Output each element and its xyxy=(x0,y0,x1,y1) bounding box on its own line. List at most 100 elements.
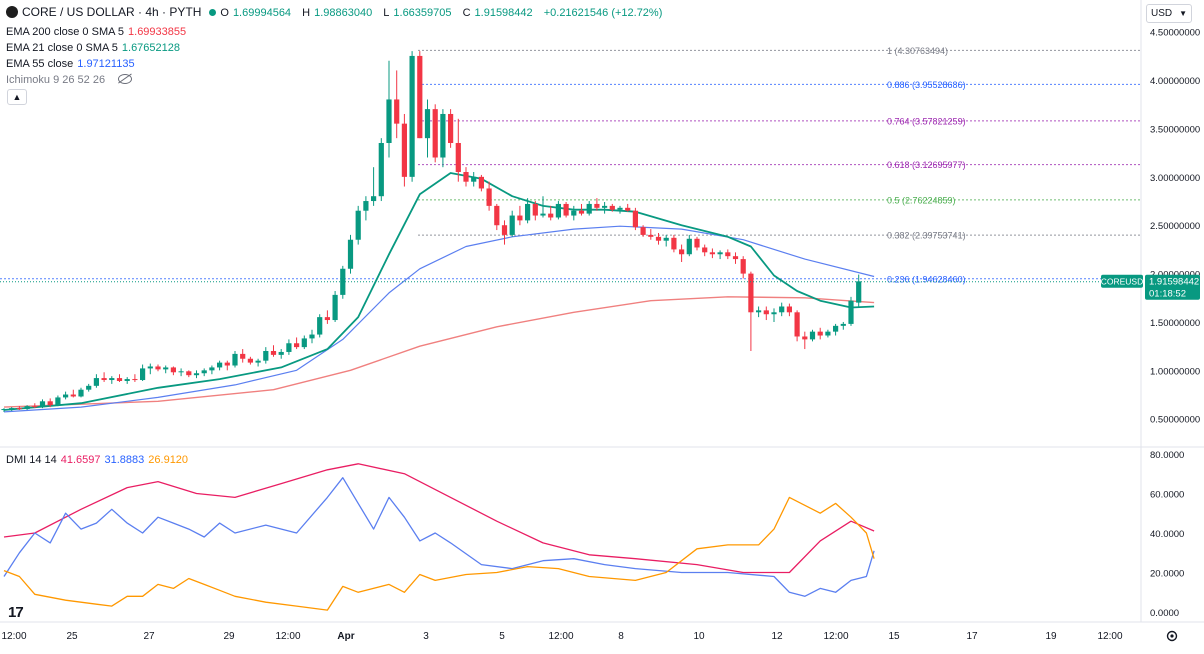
time-tick-label: 5 xyxy=(499,631,505,642)
candle-body xyxy=(232,353,238,366)
ohlc-h: H 1.98863040 xyxy=(302,7,373,19)
candle-body xyxy=(294,343,300,348)
price-tag xyxy=(1145,274,1200,300)
candle-body xyxy=(802,336,808,340)
candle-body xyxy=(671,237,677,250)
candle-body xyxy=(771,312,777,315)
price-tick-label: 4.00000000 xyxy=(1150,76,1200,87)
candle-body xyxy=(116,378,123,381)
time-tick-label: 10 xyxy=(693,631,705,642)
candle-body xyxy=(363,201,369,211)
candle-body xyxy=(278,351,284,355)
symbol-title[interactable]: CORE / US DOLLAR · 4h · PYTH xyxy=(22,5,202,19)
time-tick-label: Apr xyxy=(337,631,354,642)
candle-body xyxy=(240,353,246,359)
candle-body xyxy=(124,379,130,381)
price-tick-label: 1.50000000 xyxy=(1150,318,1200,329)
candle-body xyxy=(494,205,500,226)
fib-level-label: 0.236 (1.94628460) xyxy=(887,274,966,284)
candle-body xyxy=(501,225,508,235)
candle-body xyxy=(609,205,615,210)
ema200-legend[interactable]: EMA 200 close 0 SMA 5 1.69933855 xyxy=(6,26,187,38)
ohlc-l: L 1.66359705 xyxy=(383,7,452,19)
candle-body xyxy=(324,317,330,321)
ohlc-o: O 1.69994564 xyxy=(220,7,292,19)
candle-body xyxy=(740,259,746,274)
time-tick-label: 12:00 xyxy=(1097,631,1122,642)
dmi-legend[interactable]: DMI 14 14 41.6597 31.8883 26.9120 xyxy=(6,454,189,466)
symbol-tag-label: COREUSD xyxy=(1101,277,1144,287)
candle-body xyxy=(594,203,600,208)
candle-body xyxy=(317,317,323,335)
candle-body xyxy=(47,401,53,406)
candle-body xyxy=(779,306,785,313)
ema55-legend[interactable]: EMA 55 close 1.97121135 xyxy=(6,58,135,70)
candle-body xyxy=(140,368,146,381)
candle-body xyxy=(825,331,831,336)
candle-body xyxy=(224,362,230,366)
hidden-eye-icon[interactable] xyxy=(118,74,133,84)
dmi-tick-label: 0.0000 xyxy=(1150,608,1179,619)
candle-body xyxy=(193,373,200,376)
candle-body xyxy=(856,281,862,303)
candle-body xyxy=(170,367,176,373)
candle-body xyxy=(702,247,708,253)
candle-body xyxy=(517,215,523,221)
grid xyxy=(0,0,1204,623)
chevron-down-icon: ▼ xyxy=(1179,9,1187,18)
gear-icon[interactable] xyxy=(1165,629,1179,643)
candle-body xyxy=(648,234,654,237)
candle-body xyxy=(332,294,338,321)
price-tick-label: 3.00000000 xyxy=(1150,173,1200,184)
candle-body xyxy=(1,409,7,411)
tradingview-logo-icon[interactable]: 17 xyxy=(8,604,24,621)
candle-body xyxy=(32,406,38,408)
candle-body xyxy=(809,331,816,340)
fib-level-label: 0.382 (2.39753741) xyxy=(887,231,966,241)
candle-body xyxy=(632,210,638,228)
symbol-legend: CORE / US DOLLAR · 4h · PYTH O 1.69994564 … xyxy=(6,5,666,20)
candle-body xyxy=(786,306,792,313)
candle-body xyxy=(756,310,762,313)
time-tick-label: 17 xyxy=(966,631,978,642)
candle-body xyxy=(63,394,69,398)
fib-level-label: 1 (4.30763494) xyxy=(887,46,948,56)
ichimoku-legend[interactable]: Ichimoku 9 26 52 26 xyxy=(6,73,136,87)
candle-body xyxy=(548,213,554,218)
candle-body xyxy=(309,334,315,339)
candle-body xyxy=(109,378,115,381)
candle-body xyxy=(378,142,384,197)
candle-body xyxy=(625,207,631,211)
price-tick-label: 3.50000000 xyxy=(1150,124,1200,135)
price-tag-value: 1.91598442 xyxy=(1149,277,1199,288)
candle-body xyxy=(217,362,223,368)
plus-di-line xyxy=(3,477,875,597)
candle-body xyxy=(717,252,723,255)
candle-body xyxy=(270,350,277,355)
candle-body xyxy=(70,394,76,397)
candle-body xyxy=(586,203,592,214)
candle-body xyxy=(101,378,107,381)
candle-body xyxy=(563,203,569,216)
candle-body xyxy=(763,310,769,315)
axes: 4.50000000 4.00000000 3.50000000 3.00000000… xyxy=(0,28,1200,642)
candle-body xyxy=(525,203,531,221)
candle-body xyxy=(178,371,184,373)
candle-body xyxy=(186,371,192,376)
fib-level-label: 0.764 (3.57821259) xyxy=(887,116,966,126)
candle-body xyxy=(401,123,407,177)
candle-body xyxy=(663,237,669,241)
candle-body xyxy=(93,378,99,386)
candle-body xyxy=(86,385,92,390)
ema21-legend[interactable]: EMA 21 close 0 SMA 5 1.67652128 xyxy=(6,42,181,54)
candle-body xyxy=(748,273,754,313)
fib-level-label: 0.618 (3.12695977) xyxy=(887,160,966,170)
currency-selector[interactable]: USD ▼ xyxy=(1146,4,1192,23)
candle-body xyxy=(55,397,61,406)
candle-body xyxy=(509,215,515,235)
candle-body xyxy=(655,236,662,241)
collapse-legend-button[interactable]: ▲ xyxy=(7,89,27,105)
change-value: +0.21621546 (+12.72%) xyxy=(543,7,663,19)
candle-body xyxy=(424,109,431,139)
